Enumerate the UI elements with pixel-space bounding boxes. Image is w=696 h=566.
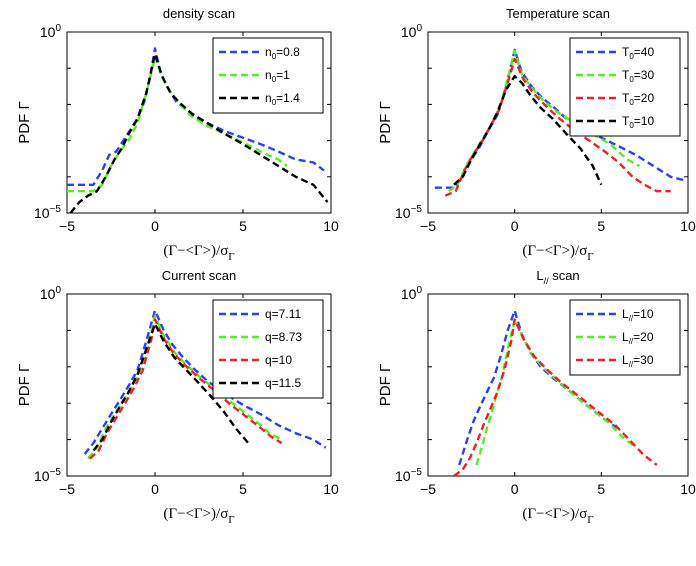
x-axis-label: (Γ−<Γ>)/σΓ <box>163 243 234 263</box>
series-line-q-8-73 <box>87 314 283 460</box>
chart-title: density scan <box>163 6 235 21</box>
x-axis-label: (Γ−<Γ>)/σΓ <box>163 506 234 526</box>
legend-label: q=11.5 <box>265 376 301 390</box>
chart-panel-4: −5 0 5 10 100 10−5 L// scan PDF Γ (Γ−<Γ>)/σΓ L//=… <box>377 268 696 526</box>
legend-label: T0=30 <box>622 68 654 84</box>
chart-title: L// scan <box>536 268 579 286</box>
series-line-T0-20 <box>444 57 671 197</box>
y-axis-label: PDF Γ <box>377 101 394 143</box>
series-line-L-30 <box>453 318 658 476</box>
series-line-T0-10 <box>453 74 603 186</box>
chart-title: Temperature scan <box>506 6 610 21</box>
legend-label: T0=40 <box>622 45 654 61</box>
x-axis-label: (Γ−<Γ>)/σΓ <box>522 243 593 263</box>
x-tick-label: 0 <box>151 218 159 234</box>
series-line-q-7-11 <box>83 309 327 455</box>
legend-label: n0=0.8 <box>265 45 300 61</box>
legend-label: L//=10 <box>622 307 654 323</box>
x-tick-label: 5 <box>239 218 247 234</box>
y-tick-label: 100 <box>40 285 62 302</box>
series-line-q-11-5 <box>92 322 250 452</box>
series-line-q-10 <box>89 318 283 460</box>
legend <box>212 299 324 399</box>
legend-label: L//=20 <box>622 330 654 346</box>
y-tick-label: 10−5 <box>34 467 61 484</box>
legend-label: q=8.73 <box>265 330 302 344</box>
y-axis-label: PDF Γ <box>16 364 33 406</box>
y-tick-label: 10−5 <box>34 204 61 221</box>
y-axis-label: PDF Γ <box>16 101 33 143</box>
series-group <box>67 47 329 213</box>
x-tick-label: −5 <box>420 218 436 234</box>
y-tick-label: 10−5 <box>395 204 422 221</box>
legend-label: T0=20 <box>622 91 654 107</box>
chart-panel-3: −5 0 5 10 100 10−5 Current scan PDF Γ (Γ−<Γ>)/σΓ… <box>16 268 339 526</box>
x-tick-label: 10 <box>323 218 339 234</box>
x-tick-label: 5 <box>239 481 247 497</box>
legend-label: T0=10 <box>622 114 654 130</box>
legend-label: L//=30 <box>622 353 654 369</box>
x-tick-label: 10 <box>323 481 339 497</box>
x-tick-label: −5 <box>420 481 436 497</box>
y-tick-label: 10−5 <box>395 467 422 484</box>
x-tick-label: 10 <box>680 218 696 234</box>
x-tick-label: 0 <box>511 218 519 234</box>
series-line-n0-1 <box>67 56 288 193</box>
chart-panel-2: −5 0 5 10 100 10−5 Temperature scan PDF Γ (Γ−<Γ>… <box>377 6 696 263</box>
chart-panel-1: −5 0 5 10 100 10−5 density scan PDF Γ (Γ−<Γ>)/σΓ… <box>16 6 339 263</box>
y-tick-label: 100 <box>401 23 423 40</box>
x-tick-label: 5 <box>597 218 605 234</box>
series-group <box>83 309 327 460</box>
chart-title: Current scan <box>162 268 236 283</box>
x-tick-label: 0 <box>511 481 519 497</box>
y-axis-label: PDF Γ <box>377 364 394 406</box>
y-tick-label: 100 <box>40 23 62 40</box>
x-tick-label: 0 <box>151 481 159 497</box>
legend-label: q=7.11 <box>265 307 301 321</box>
x-axis-label: (Γ−<Γ>)/σΓ <box>522 506 593 526</box>
series-group <box>453 309 658 476</box>
y-tick-label: 100 <box>401 285 423 302</box>
x-tick-label: −5 <box>59 481 75 497</box>
legend <box>569 37 681 137</box>
legend-label: n0=1.4 <box>265 91 300 107</box>
legend-label: n0=1 <box>265 68 290 84</box>
legend-label: q=10 <box>265 353 292 367</box>
x-tick-label: 5 <box>597 481 605 497</box>
series-line-n0-1-4 <box>69 52 329 213</box>
x-tick-label: −5 <box>59 218 75 234</box>
x-tick-label: 10 <box>680 481 696 497</box>
